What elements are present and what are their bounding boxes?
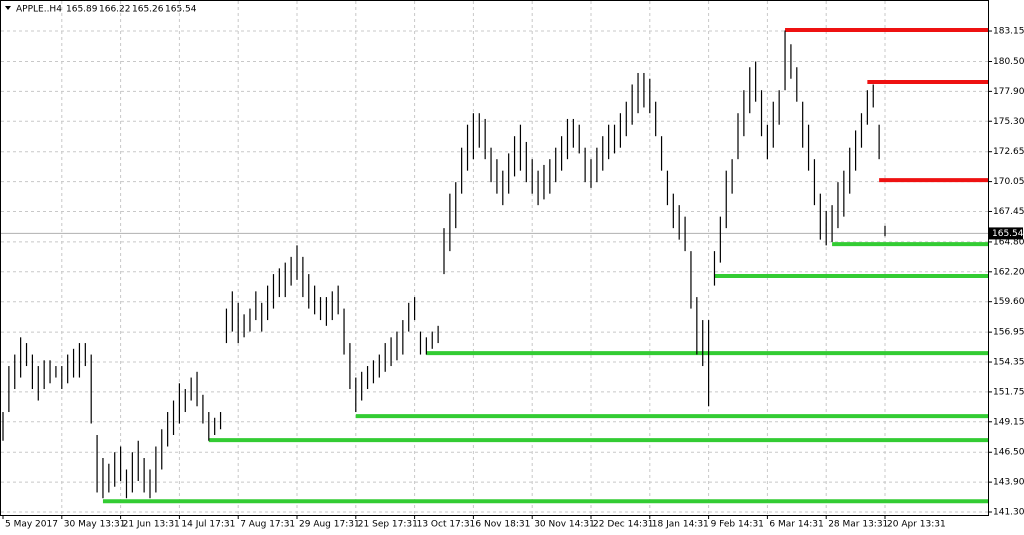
- x-tick-label: 21 Jun 13:31: [123, 520, 180, 530]
- x-tick-label: 7 Aug 17:31: [240, 520, 295, 530]
- x-tick-label: 18 Jan 14:31: [652, 520, 709, 530]
- x-tick-label: 9 Feb 14:31: [711, 520, 764, 530]
- y-tick-label: 170.05: [993, 177, 1024, 187]
- y-tick-label: 175.30: [993, 117, 1024, 127]
- y-tick-label: 151.75: [993, 387, 1024, 397]
- plot-frame: [0, 0, 989, 516]
- x-tick-label: 14 Jul 17:31: [181, 520, 235, 530]
- price-label: 165.54: [992, 229, 1024, 239]
- ohlc-value: 165.26: [132, 5, 164, 15]
- x-tick-label: 30 Nov 14:31: [534, 520, 595, 530]
- ohlc-value: 166.22: [99, 5, 131, 15]
- y-tick-label: 172.65: [993, 147, 1024, 157]
- x-tick-label: 22 Dec 14:31: [593, 520, 654, 530]
- y-tick-label: 146.50: [993, 448, 1024, 458]
- x-tick-label: 20 Apr 13:31: [887, 520, 946, 530]
- y-tick-label: 162.20: [993, 267, 1024, 277]
- ohlc-value: 165.54: [165, 5, 197, 15]
- x-tick-label: 6 Nov 18:31: [475, 520, 530, 530]
- y-tick-label: 180.50: [993, 57, 1024, 67]
- menu-arrow[interactable]: [5, 6, 11, 10]
- x-tick-label: 5 May 2017: [5, 520, 58, 530]
- y-tick-label: 164.80: [993, 237, 1024, 247]
- y-tick-label: 141.30: [993, 508, 1024, 518]
- y-tick-label: 159.60: [993, 297, 1024, 307]
- symbol: APPLE..H4: [16, 5, 62, 15]
- x-tick-label: 13 Oct 17:31: [417, 520, 476, 530]
- x-tick-label: 21 Sep 17:31: [358, 520, 418, 530]
- y-tick-label: 154.35: [993, 358, 1024, 368]
- ohlc-value: 165.89: [66, 5, 98, 15]
- y-tick-label: 167.45: [993, 207, 1024, 217]
- x-tick-label: 6 Mar 14:31: [769, 520, 823, 530]
- price-label-box: [989, 227, 1023, 240]
- y-tick-label: 177.90: [993, 87, 1024, 97]
- x-tick-label: 29 Aug 17:31: [299, 520, 360, 530]
- y-tick-label: 143.90: [993, 478, 1024, 488]
- y-tick-label: 149.15: [993, 417, 1024, 427]
- y-tick-label: 156.95: [993, 328, 1024, 338]
- y-tick-label: 183.15: [993, 27, 1024, 37]
- x-tick-label: 30 May 13:31: [64, 520, 126, 530]
- x-tick-label: 28 Mar 13:31: [828, 520, 888, 530]
